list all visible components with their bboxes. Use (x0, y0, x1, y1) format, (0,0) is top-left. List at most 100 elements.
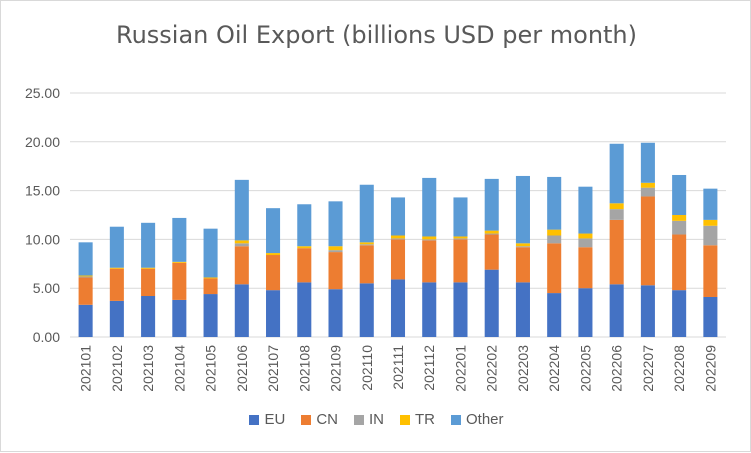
bar-segment-other (109, 226, 124, 268)
bar-segment-eu (484, 269, 499, 337)
bar-segment-tr (78, 275, 93, 277)
bar-segment-in (390, 238, 406, 240)
bar-segment-in (484, 233, 499, 235)
x-tick-label: 202108 (296, 345, 312, 392)
x-tick-label: 202110 (359, 345, 375, 391)
bar-segment-cn (109, 268, 124, 301)
bar-segment-tr (672, 215, 687, 221)
x-tick-label: 202109 (328, 345, 344, 392)
bar-segment-tr (297, 246, 312, 249)
bar-segment-other (609, 143, 624, 204)
bar-segment-eu (609, 284, 624, 337)
bar-segment-tr (172, 261, 187, 263)
bar-segment-eu (578, 288, 593, 337)
legend-label: CN (316, 411, 338, 428)
x-tick-label: 202103 (140, 345, 156, 392)
y-tick-label: 20.00 (25, 134, 60, 150)
chart-title: Russian Oil Export (billions USD per mon… (115, 21, 638, 49)
bar-segment-other (422, 177, 437, 237)
bar-segment-cn (234, 246, 249, 285)
bar-segment-cn (703, 245, 718, 297)
bar-segment-cn (422, 240, 437, 283)
bar-segment-in (328, 250, 343, 253)
legend: EU CN IN TR Other (1, 411, 751, 428)
bar-segment-cn (203, 278, 218, 295)
bar-segment-other (266, 208, 281, 254)
bar-segment-tr (703, 219, 718, 226)
x-tick-label: 202102 (109, 345, 125, 392)
bar-segment-tr (453, 236, 468, 239)
bar-segment-other (547, 176, 562, 230)
bar-segment-tr (547, 229, 562, 236)
bar-segment-other (172, 217, 187, 262)
bar-segment-tr (203, 277, 218, 279)
y-tick-label: 5.00 (33, 280, 60, 296)
bar-segment-cn (390, 239, 406, 280)
bar-segment-other (328, 201, 343, 247)
bar-segment-tr (578, 233, 593, 239)
bar-segment-in (672, 220, 687, 235)
bar-segment-tr (328, 246, 343, 251)
bar-segment-other (390, 197, 406, 236)
x-tick-label: 202206 (609, 345, 625, 392)
bar-segment-eu (297, 282, 312, 337)
bar-segment-tr (609, 203, 624, 210)
bar-segment-eu (453, 282, 468, 337)
bar-segment-cn (453, 239, 468, 283)
bar-segment-other (141, 222, 156, 268)
bar-segment-tr (266, 253, 281, 256)
legend-swatch (301, 414, 312, 425)
bar-segment-eu (515, 282, 530, 337)
bar-segment-cn (297, 248, 312, 283)
x-tick-label: 202112 (421, 345, 437, 391)
bar-segment-other (234, 179, 249, 241)
x-tick-label: 202104 (171, 345, 187, 392)
bar-segment-tr (390, 235, 406, 239)
bar-segment-eu (328, 289, 343, 337)
y-tick-label: 25.00 (25, 85, 60, 101)
x-tick-label: 202201 (452, 345, 468, 392)
bar-segment-other (297, 204, 312, 247)
legend-label: IN (369, 411, 384, 428)
legend-swatch (354, 414, 364, 425)
bar-segment-other (703, 188, 718, 220)
legend-swatch (400, 414, 410, 425)
bar-segment-in (515, 246, 530, 248)
bar-segment-eu (672, 290, 687, 337)
bar-segment-eu (422, 282, 437, 337)
bar-segment-cn (328, 252, 343, 290)
bar-segment-cn (672, 234, 687, 291)
bar-segment-eu (234, 284, 249, 337)
bar-segment-eu (266, 290, 281, 337)
x-tick-label: 202207 (640, 345, 656, 392)
bar-segment-in (453, 238, 468, 240)
bar-segment-cn (609, 219, 624, 285)
legend-item: IN (354, 411, 384, 428)
bar-segment-tr (640, 182, 655, 188)
x-tick-label: 202106 (234, 345, 250, 392)
bar-segment-eu (547, 293, 562, 337)
bar-segment-cn (640, 196, 655, 286)
bar-segment-other (515, 175, 530, 244)
x-tick-label: 202101 (78, 345, 94, 392)
bar-segment-eu (640, 285, 655, 337)
legend-label: TR (415, 411, 435, 428)
x-tick-label: 202205 (577, 345, 593, 392)
bar-segment-cn (515, 247, 530, 283)
bar-segment-eu (359, 283, 374, 337)
bar-segment-in (234, 243, 249, 247)
x-tick-label: 202208 (671, 345, 687, 392)
bar-segment-eu (703, 296, 718, 337)
legend-item: TR (400, 411, 435, 428)
bar-segment-other (578, 186, 593, 234)
x-tick-label: 202209 (702, 345, 718, 392)
bar-segment-tr (422, 236, 437, 240)
bar-segment-tr (234, 240, 249, 244)
bar-segment-cn (578, 247, 593, 289)
legend-label: Other (466, 411, 504, 428)
x-tick-label: 202203 (515, 345, 531, 392)
bar-segment-in (703, 225, 718, 246)
bar-segment-in (578, 238, 593, 248)
bar-segment-in (422, 239, 437, 241)
